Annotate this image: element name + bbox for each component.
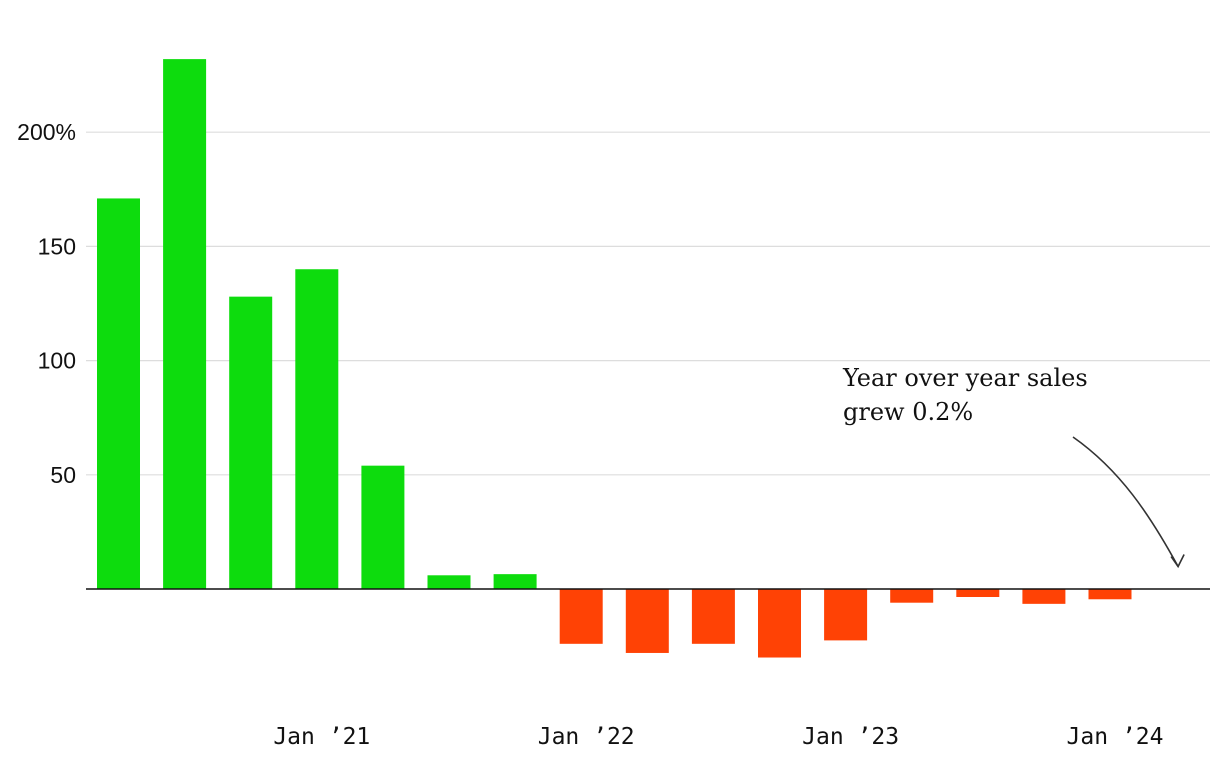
bar bbox=[295, 269, 339, 589]
bar bbox=[824, 589, 868, 641]
bar bbox=[559, 589, 603, 644]
gridlines bbox=[86, 131, 1210, 476]
y-axis: 200% 150 100 50 bbox=[17, 119, 76, 488]
y-tick-label: 100 bbox=[38, 348, 76, 374]
bar bbox=[229, 296, 273, 589]
bar bbox=[427, 575, 471, 589]
annotation-line-1: Year over year sales bbox=[842, 364, 1088, 392]
bar bbox=[625, 589, 669, 653]
bar bbox=[890, 589, 934, 603]
bar bbox=[361, 465, 405, 589]
y-tick-label: 50 bbox=[50, 462, 76, 488]
bar bbox=[97, 198, 140, 589]
bar bbox=[163, 59, 207, 589]
annotation-line-2: grew 0.2% bbox=[843, 398, 973, 426]
x-tick-label: Jan ’23 bbox=[802, 724, 899, 750]
bar bbox=[956, 589, 1000, 597]
bars bbox=[97, 59, 1198, 658]
annotation-arrowhead bbox=[1170, 554, 1185, 569]
x-tick-label: Jan ’21 bbox=[273, 724, 370, 750]
x-tick-label: Jan ’24 bbox=[1067, 724, 1164, 750]
bar bbox=[1022, 589, 1066, 604]
x-axis: Jan ’21 Jan ’22 Jan ’23 Jan ’24 bbox=[273, 724, 1163, 750]
bar bbox=[1088, 589, 1132, 600]
bar bbox=[758, 589, 801, 658]
annotation: Year over year sales grew 0.2% bbox=[842, 364, 1185, 569]
y-tick-label: 200% bbox=[17, 119, 76, 145]
bar bbox=[691, 589, 735, 644]
annotation-arrow bbox=[1072, 436, 1179, 567]
bar bbox=[493, 574, 537, 589]
y-tick-label: 150 bbox=[38, 233, 76, 259]
x-tick-label: Jan ’22 bbox=[538, 724, 635, 750]
